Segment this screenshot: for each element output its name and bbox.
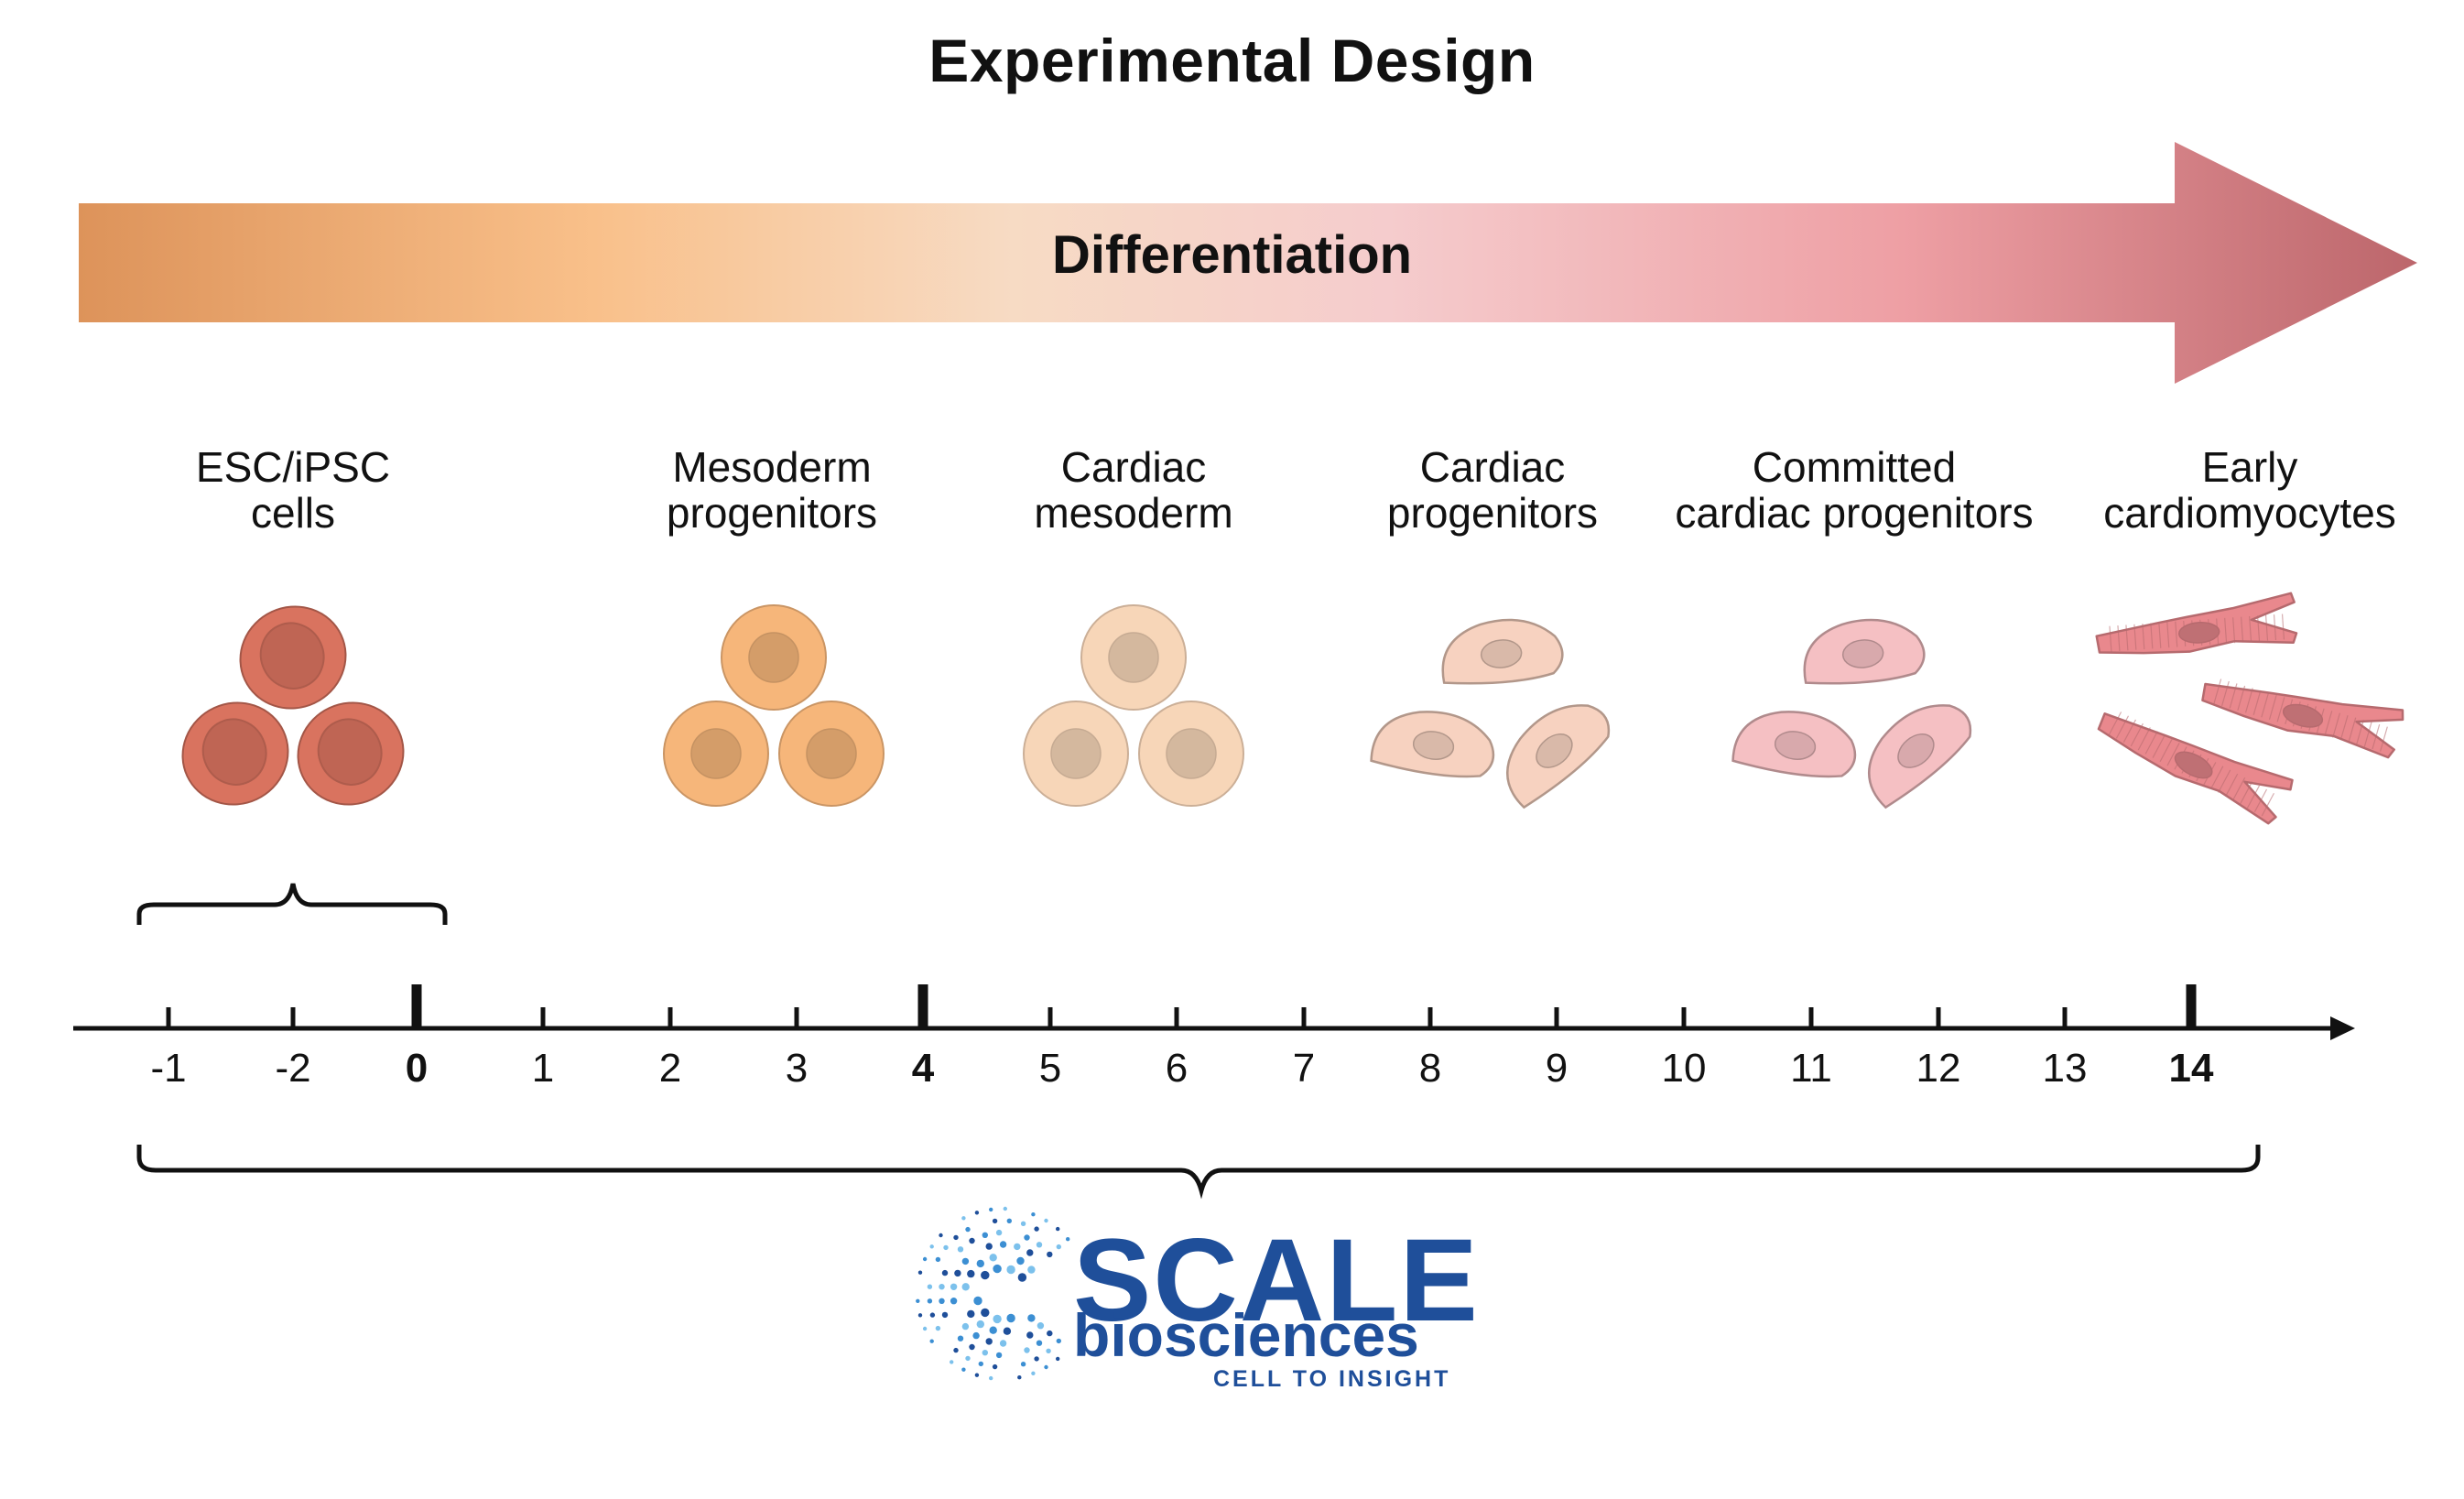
stem-cell-cluster-icon: [181, 605, 405, 806]
tick-label-day: 0: [405, 1046, 429, 1091]
tick-label-day: -1: [150, 1046, 187, 1091]
cardiac-mesoderm-cell-cluster-icon: [1023, 604, 1244, 807]
stage-label-line1: Cardiac: [1419, 443, 1566, 491]
stage-label-line2: progenitors: [666, 489, 878, 537]
tick-label-day: 3: [785, 1046, 809, 1091]
stage-label: Cardiac progenitors: [1277, 444, 1708, 536]
stage-label-line2: cardiomyocytes: [2103, 489, 2396, 537]
stage-label-line1: Committed: [1752, 443, 1957, 491]
tick-label-day: 5: [1038, 1046, 1062, 1091]
tick-label-day: 1: [531, 1046, 555, 1091]
tick-label-day: -2: [275, 1046, 311, 1091]
stage-label-line1: Cardiac: [1060, 443, 1207, 491]
stage-label-line1: Mesoderm: [672, 443, 872, 491]
stage-label-line2: cells: [250, 489, 336, 537]
logo-tagline: CELL TO INSIGHT: [1213, 1366, 1451, 1392]
stage-label-line2: progenitors: [1386, 489, 1599, 537]
bracket-full-time-course: [136, 1145, 2261, 1200]
tick-label-day: 2: [658, 1046, 682, 1091]
stage-label-line1: Early: [2201, 443, 2298, 491]
arrow-label: Differentiation: [1051, 225, 1413, 285]
tick-label-day: 14: [2168, 1046, 2214, 1091]
stage-label: Committed cardiac progenitors: [1639, 444, 2069, 536]
bracket-esc-ipsc-range: [136, 883, 448, 925]
tick-label-day: 11: [1790, 1046, 1832, 1091]
logo-word-scale: SCALE: [1073, 1215, 1480, 1346]
tick-label-day: 8: [1418, 1046, 1442, 1091]
tick-label-day: 12: [1916, 1046, 1961, 1091]
cardiomyocyte-cell-icon: [2095, 592, 2404, 825]
committed-progenitor-cell-icon: [1731, 618, 1972, 809]
stage-label-line1: ESC/iPSC: [195, 443, 391, 491]
tick-label-day: 7: [1292, 1046, 1316, 1091]
tick-label-day: 4: [911, 1046, 935, 1091]
scale-logo-mark-icon: [916, 1206, 1070, 1381]
tick-label-day: 6: [1165, 1046, 1189, 1091]
diagram-title: Experimental Design: [928, 27, 1536, 94]
tick-label-day: 13: [2042, 1046, 2088, 1091]
logo-word-biosciences: biosciences: [1073, 1301, 1419, 1369]
stage-label: ESC/iPSC cells: [78, 444, 508, 536]
stage-label: Cardiac mesoderm: [918, 444, 1349, 536]
timeline-arrowhead: [2330, 1016, 2355, 1040]
differentiation-arrow: [79, 142, 2417, 384]
stage-label: Mesoderm progenitors: [557, 444, 987, 536]
tick-label-day: 9: [1545, 1046, 1568, 1091]
stage-label: Early cardiomyocytes: [2035, 444, 2464, 536]
tick-label-day: 10: [1661, 1046, 1707, 1091]
mesoderm-cell-cluster-icon: [663, 604, 885, 807]
stage-label-line2: cardiac progenitors: [1675, 489, 2034, 537]
cardiac-progenitor-cell-icon: [1370, 618, 1611, 809]
stage-label-line2: mesoderm: [1034, 489, 1233, 537]
